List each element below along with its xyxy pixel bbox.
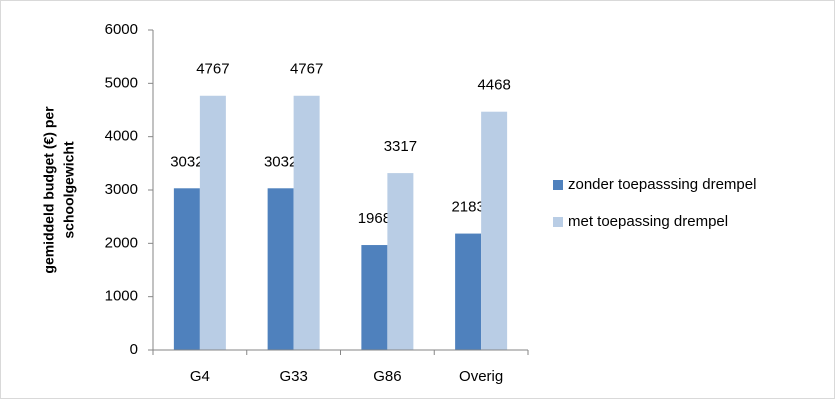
bar [481,111,508,350]
y-axis-label: gemiddeld budget (€) per schoolgewicht [41,106,77,274]
bar [293,95,320,350]
data-label: 1968 [358,210,391,227]
x-tick-label: G86 [373,368,401,385]
y-tick-label: 2000 [105,234,138,251]
data-label: 4767 [290,61,323,78]
y-axis-label-line: schoolgewicht [61,141,77,239]
x-tick-label: G33 [279,368,307,385]
data-label: 3032 [264,153,297,170]
bar [199,95,226,350]
bar [387,173,414,350]
y-tick-label: 0 [130,341,138,358]
data-label: 4468 [477,77,510,94]
bar [361,245,388,350]
y-tick-label: 1000 [105,288,138,305]
bar [267,188,294,350]
y-tick-label: 3000 [105,181,138,198]
legend-swatch [553,217,563,227]
data-label: 2183 [451,199,484,216]
y-tick-label: 5000 [105,74,138,91]
y-tick-label: 4000 [105,128,138,145]
data-label: 3317 [384,138,417,155]
bar [455,233,482,350]
legend-label: met toepassing drempel [568,213,728,230]
data-label: 3032 [170,153,203,170]
legend-swatch [553,180,563,190]
legend-label: zonder toepasssing drempel [568,176,756,193]
y-tick-label: 6000 [105,21,138,38]
bar [173,188,200,350]
y-axis-label-line: gemiddeld budget (€) per [41,106,57,274]
x-tick-label: G4 [190,368,210,385]
x-tick-label: Overig [459,368,503,385]
data-label: 4767 [196,61,229,78]
